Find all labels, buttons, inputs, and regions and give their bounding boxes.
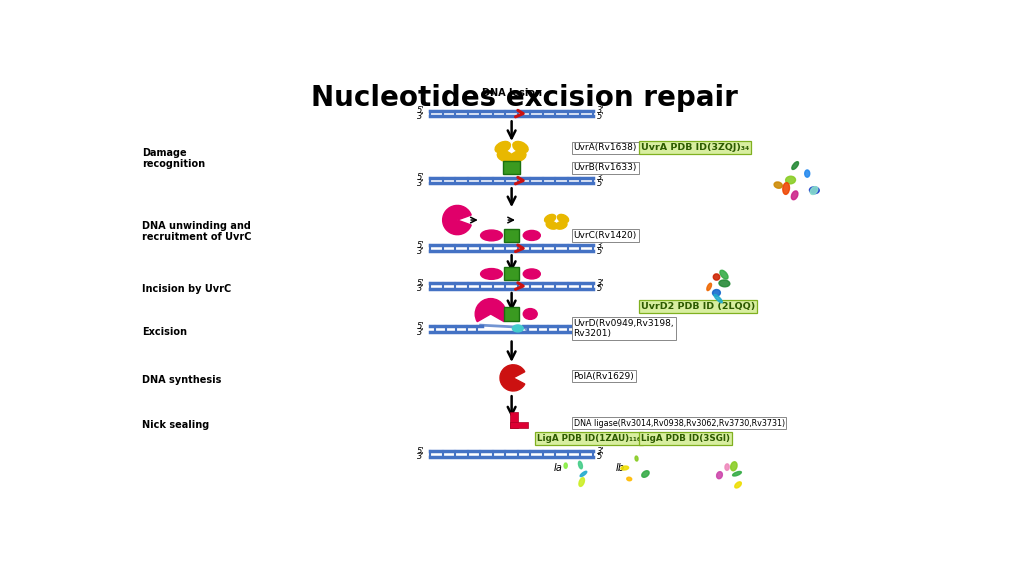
Ellipse shape <box>556 221 567 229</box>
Ellipse shape <box>512 325 523 332</box>
Wedge shape <box>475 298 506 321</box>
Text: LigA PDB ID(1ZAU)₁₁₆: LigA PDB ID(1ZAU)₁₁₆ <box>538 434 641 443</box>
Text: 3': 3' <box>417 452 425 461</box>
Wedge shape <box>500 365 525 391</box>
Text: Ia: Ia <box>554 463 562 473</box>
Ellipse shape <box>713 290 720 296</box>
Ellipse shape <box>480 268 503 279</box>
Ellipse shape <box>635 456 638 461</box>
Text: UvrD(Rv0949,Rv3198,
Rv3201): UvrD(Rv0949,Rv3198, Rv3201) <box>573 319 674 338</box>
Text: 3': 3' <box>597 241 604 250</box>
Ellipse shape <box>498 151 513 162</box>
FancyBboxPatch shape <box>504 267 519 281</box>
FancyBboxPatch shape <box>503 161 520 174</box>
Ellipse shape <box>719 280 730 287</box>
Text: 5': 5' <box>417 106 425 115</box>
Text: 5': 5' <box>417 241 425 250</box>
Text: Nucleotides excision repair: Nucleotides excision repair <box>311 84 738 112</box>
Ellipse shape <box>785 176 796 184</box>
Ellipse shape <box>735 482 741 488</box>
Text: DNA lesion: DNA lesion <box>481 88 542 97</box>
Ellipse shape <box>707 283 712 290</box>
Text: 3': 3' <box>417 328 425 336</box>
Ellipse shape <box>792 162 799 169</box>
Text: Nick sealing: Nick sealing <box>142 420 209 430</box>
Text: 3': 3' <box>417 179 425 188</box>
Ellipse shape <box>792 191 798 200</box>
Text: 5': 5' <box>597 285 604 293</box>
Ellipse shape <box>523 269 541 279</box>
Wedge shape <box>442 206 471 234</box>
Text: PolA(Rv1629): PolA(Rv1629) <box>573 372 635 381</box>
Text: Damage
recognition: Damage recognition <box>142 147 205 169</box>
Ellipse shape <box>731 462 737 471</box>
Ellipse shape <box>809 187 819 194</box>
Text: DNA ligase(Rv3014,Rv0938,Rv3062,Rv3730,Rv3731): DNA ligase(Rv3014,Rv0938,Rv3062,Rv3730,R… <box>573 419 784 428</box>
Ellipse shape <box>523 309 538 319</box>
Text: Incision by UvrC: Incision by UvrC <box>142 285 231 294</box>
Text: 5': 5' <box>597 452 604 461</box>
Text: 5': 5' <box>597 112 604 121</box>
Text: 3': 3' <box>417 247 425 256</box>
Text: DNA unwinding and
recruitment of UvrC: DNA unwinding and recruitment of UvrC <box>142 221 252 242</box>
Ellipse shape <box>579 478 585 486</box>
Text: Excision: Excision <box>142 327 187 337</box>
Ellipse shape <box>782 183 790 194</box>
Text: 3': 3' <box>417 285 425 293</box>
Ellipse shape <box>510 151 526 162</box>
Text: 3': 3' <box>597 279 604 287</box>
Text: 3': 3' <box>417 112 425 121</box>
FancyBboxPatch shape <box>504 307 519 321</box>
Ellipse shape <box>496 142 510 153</box>
Text: DNA synthesis: DNA synthesis <box>142 375 221 385</box>
Ellipse shape <box>621 466 629 470</box>
Text: 3': 3' <box>597 446 604 456</box>
Text: 3': 3' <box>597 322 604 331</box>
Ellipse shape <box>714 294 722 303</box>
Text: 5': 5' <box>417 173 425 182</box>
Text: UvrD2 PDB ID (2LQQ): UvrD2 PDB ID (2LQQ) <box>641 302 756 311</box>
Ellipse shape <box>810 187 818 195</box>
Text: 5': 5' <box>597 179 604 188</box>
Ellipse shape <box>725 464 729 471</box>
Ellipse shape <box>720 270 728 279</box>
Text: 5': 5' <box>417 322 425 331</box>
Ellipse shape <box>774 182 782 188</box>
FancyBboxPatch shape <box>510 422 528 429</box>
Ellipse shape <box>732 472 741 476</box>
Ellipse shape <box>523 230 541 240</box>
Text: 3': 3' <box>597 106 604 115</box>
Ellipse shape <box>557 214 568 223</box>
Text: UvrB(Rv1633): UvrB(Rv1633) <box>573 163 637 172</box>
Text: UvrA PDB ID(3ZQJ)₃₄: UvrA PDB ID(3ZQJ)₃₄ <box>641 143 750 152</box>
FancyBboxPatch shape <box>510 412 518 429</box>
Text: 5': 5' <box>597 247 604 256</box>
Ellipse shape <box>805 170 810 177</box>
Ellipse shape <box>627 477 632 481</box>
Ellipse shape <box>480 230 503 241</box>
Text: 5': 5' <box>417 446 425 456</box>
Ellipse shape <box>546 221 558 229</box>
Ellipse shape <box>545 214 556 223</box>
Text: 5': 5' <box>417 279 425 287</box>
Text: Ib: Ib <box>615 463 625 473</box>
Text: 5': 5' <box>597 328 604 336</box>
Text: UvrC(Rv1420): UvrC(Rv1420) <box>573 231 637 240</box>
Text: LigA PDB ID(3SGI): LigA PDB ID(3SGI) <box>641 434 730 443</box>
Ellipse shape <box>579 461 583 469</box>
Ellipse shape <box>714 274 720 280</box>
Text: 3': 3' <box>597 173 604 182</box>
Ellipse shape <box>513 142 528 153</box>
Ellipse shape <box>564 463 567 468</box>
Ellipse shape <box>642 471 649 478</box>
FancyBboxPatch shape <box>504 229 519 241</box>
Ellipse shape <box>717 472 722 479</box>
Text: UvrA(Rv1638): UvrA(Rv1638) <box>573 143 637 152</box>
Ellipse shape <box>581 471 587 476</box>
